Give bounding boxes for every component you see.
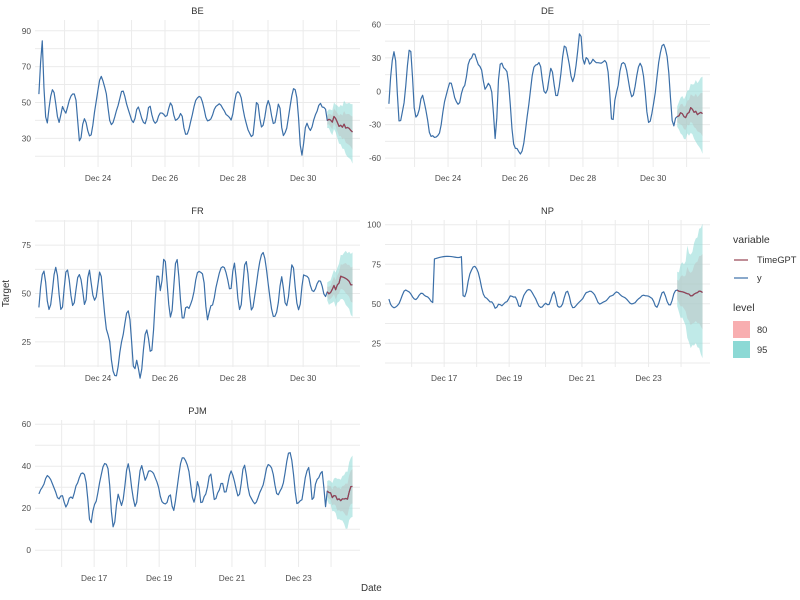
svg-text:Target: Target <box>1 280 12 308</box>
svg-text:50: 50 <box>22 97 32 107</box>
svg-text:FR: FR <box>191 206 204 216</box>
svg-text:NP: NP <box>541 206 554 216</box>
svg-text:DE: DE <box>541 6 554 16</box>
svg-text:Dec 26: Dec 26 <box>502 173 529 183</box>
svg-text:Dec 24: Dec 24 <box>85 373 112 383</box>
svg-text:Dec 23: Dec 23 <box>285 573 312 583</box>
svg-text:Dec 26: Dec 26 <box>152 173 179 183</box>
svg-text:40: 40 <box>22 461 32 471</box>
svg-text:Dec 19: Dec 19 <box>496 373 523 383</box>
svg-text:80: 80 <box>757 325 767 335</box>
svg-text:30: 30 <box>372 53 382 63</box>
svg-text:Dec 30: Dec 30 <box>640 173 667 183</box>
svg-text:-60: -60 <box>369 153 381 163</box>
svg-text:60: 60 <box>22 419 32 429</box>
svg-text:0: 0 <box>376 86 381 96</box>
svg-text:50: 50 <box>372 299 382 309</box>
svg-text:Dec 30: Dec 30 <box>290 373 317 383</box>
svg-text:y: y <box>757 273 762 283</box>
svg-text:75: 75 <box>22 240 32 250</box>
svg-text:25: 25 <box>22 337 32 347</box>
svg-text:Dec 23: Dec 23 <box>635 373 662 383</box>
svg-text:25: 25 <box>372 338 382 348</box>
svg-text:TimeGPT: TimeGPT <box>757 255 797 265</box>
svg-text:30: 30 <box>22 133 32 143</box>
svg-text:75: 75 <box>372 259 382 269</box>
svg-text:95: 95 <box>757 345 767 355</box>
svg-text:50: 50 <box>22 289 32 299</box>
svg-text:Dec 30: Dec 30 <box>290 173 317 183</box>
svg-text:Dec 28: Dec 28 <box>220 173 247 183</box>
svg-text:Dec 24: Dec 24 <box>435 173 462 183</box>
svg-text:PJM: PJM <box>188 406 207 416</box>
svg-text:Dec 17: Dec 17 <box>431 373 458 383</box>
svg-text:Dec 28: Dec 28 <box>570 173 597 183</box>
svg-text:-30: -30 <box>369 120 381 130</box>
svg-text:Dec 24: Dec 24 <box>85 173 112 183</box>
svg-text:60: 60 <box>372 19 382 29</box>
svg-text:Dec 19: Dec 19 <box>146 573 173 583</box>
svg-text:70: 70 <box>22 62 32 72</box>
svg-text:20: 20 <box>22 503 32 513</box>
svg-text:Dec 26: Dec 26 <box>152 373 179 383</box>
svg-text:variable: variable <box>733 234 770 246</box>
svg-text:BE: BE <box>191 6 203 16</box>
svg-text:Dec 17: Dec 17 <box>81 573 108 583</box>
svg-text:Dec 21: Dec 21 <box>569 373 596 383</box>
svg-text:Dec 28: Dec 28 <box>220 373 247 383</box>
svg-text:Dec 21: Dec 21 <box>219 573 246 583</box>
svg-text:level: level <box>733 302 755 314</box>
svg-text:90: 90 <box>22 26 32 36</box>
svg-text:100: 100 <box>367 220 381 230</box>
svg-text:0: 0 <box>26 545 31 555</box>
